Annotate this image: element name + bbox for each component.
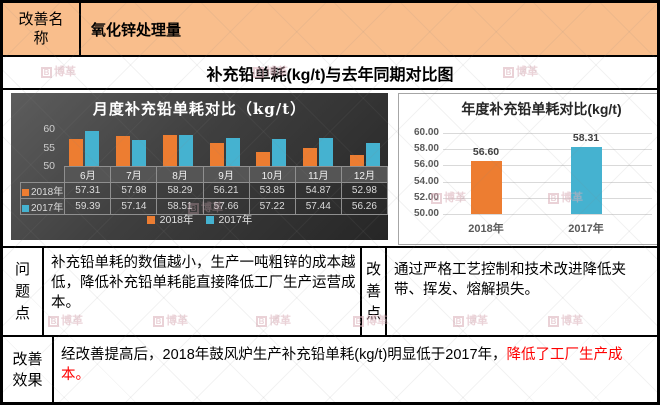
- table-value-cell: 58.51: [156, 198, 204, 215]
- table-month-header: 7月: [110, 166, 158, 183]
- gridline: [443, 133, 652, 134]
- effect-label-cell: 改善效果: [3, 337, 54, 402]
- monthly-chart-legend: 2018年 2017年: [11, 212, 388, 227]
- improvement-label-cell: 改善点: [362, 248, 387, 335]
- effect-row: 改善效果 经改善提高后，2018年鼓风炉生产补充铅单耗(kg/t)明显低于201…: [3, 337, 657, 402]
- table-value-cell: 58.29: [156, 182, 204, 199]
- y-axis-tick: 50.00: [413, 208, 439, 219]
- gridline: [443, 214, 652, 215]
- bar-value-label: 56.60: [472, 145, 500, 158]
- y-axis-tick: 52.00: [413, 191, 439, 203]
- table-header-row: 6月 7月 8月 9月 10月 11月 12月: [21, 166, 388, 183]
- bar-2017年: [178, 134, 193, 166]
- x-axis-category-label: 2018年: [468, 223, 504, 235]
- header-name-label: 改善名称: [18, 11, 64, 47]
- effect-text-black: 经改善提高后，2018年鼓风炉生产补充铅单耗(kg/t)明显低于2017年，: [61, 347, 507, 363]
- gridline: [443, 197, 652, 199]
- table-series-label: 2017年: [19, 198, 66, 215]
- table-value-cell: 56.21: [202, 182, 250, 199]
- y-axis-tick: 55: [43, 141, 55, 154]
- monthly-chart-title: 月度补充铅单耗对比（kg/t）: [92, 100, 307, 118]
- bar-2017年: [272, 139, 287, 166]
- table-month-header: 11月: [294, 166, 342, 183]
- monthly-chart-data-table: 6月 7月 8月 9月 10月 11月 12月 2018年 57.31 57.98 58.29 56.…: [19, 166, 388, 215]
- table-month-header: 8月: [156, 166, 204, 183]
- legend-item: 2018年: [146, 212, 194, 227]
- y-axis-tick: 56.00: [413, 159, 439, 171]
- header-name-label-cell: 改善名称: [3, 3, 81, 55]
- table-value-cell: 57.44: [294, 198, 342, 215]
- effect-label: 改善效果: [12, 350, 43, 389]
- table-series-label: 2018年: [19, 182, 66, 199]
- bar-2017年: [365, 142, 380, 166]
- legend-label: 2018年: [159, 214, 194, 226]
- table-month-header: 6月: [64, 166, 112, 183]
- table-value-cell: 57.66: [202, 198, 250, 215]
- annual-chart-title: 年度补充铅单耗对比(kg/t): [461, 101, 622, 117]
- table-month-header: 9月: [202, 166, 250, 183]
- y-axis-tick: 50: [43, 160, 55, 172]
- gridline: [443, 181, 652, 183]
- y-axis-tick: 60: [43, 123, 55, 135]
- table-value-cell: 53.85: [248, 182, 296, 199]
- improvement-text: 通过严格工艺控制和技术改进降低夹带、挥发、熔解损失。: [394, 262, 626, 298]
- section-title-row: 补充铅单耗(kg/t)与去年同期对比图: [3, 57, 657, 90]
- effect-text-red: 降低了工厂生产成本。: [61, 347, 623, 383]
- bar-value-label: 58.31: [572, 131, 600, 144]
- bar-2017年: [85, 131, 100, 166]
- improvement-label: 改善点: [365, 260, 381, 322]
- improvement-name: 氧化锌处理量: [91, 21, 182, 39]
- legend-swatch-icon: [146, 215, 155, 224]
- bar-2017年: [225, 137, 240, 166]
- header-title-cell: 氧化锌处理量: [81, 3, 657, 55]
- y-axis-tick: 54.00: [413, 175, 439, 187]
- effect-text: 经改善提高后，2018年鼓风炉生产补充铅单耗(kg/t)明显低于2017年，降低…: [54, 337, 657, 402]
- table-value-cell: 54.87: [294, 182, 342, 199]
- legend-swatch-icon: [205, 215, 214, 224]
- bar-2018年: [256, 151, 271, 166]
- y-axis-tick: 58.00: [413, 143, 439, 155]
- gridline: [443, 165, 652, 167]
- problem-label-cell: 问题点: [3, 248, 44, 335]
- bar-2017年: [318, 138, 333, 166]
- bar-2017年: [132, 139, 147, 166]
- bar-2018年: [162, 135, 177, 166]
- bar-2018年: [470, 160, 502, 214]
- bar-2018年: [69, 138, 84, 166]
- monthly-comparison-chart: 月度补充铅单耗对比（kg/t） 6月 7月 8月 9月 10月 11月 12月 2018年 57…: [11, 93, 388, 240]
- problem-label: 问题点: [14, 260, 30, 322]
- legend-swatch-icon: [22, 188, 29, 196]
- table-series-row: 2017年 59.39 57.14 58.51 57.66 57.22 57.44 56.26: [19, 198, 388, 215]
- table-month-header: 10月: [248, 166, 296, 183]
- problem-text: 补充铅单耗的数值越小，生产一吨粗锌的成本越低，降低补充铅单耗能直接降低工厂生产运…: [44, 248, 362, 335]
- annual-comparison-chart: 年度补充铅单耗对比(kg/t) 50.00 52.00 54.00 56.00 58.0…: [398, 93, 657, 245]
- points-row: 问题点 补充铅单耗的数值越小，生产一吨粗锌的成本越低，降低补充铅单耗能直接降低工…: [3, 248, 657, 337]
- bar-2017年: [570, 146, 602, 214]
- legend-label: 2017年: [218, 214, 253, 226]
- bar-2018年: [209, 143, 224, 166]
- charts-row: 月度补充铅单耗对比（kg/t） 6月 7月 8月 9月 10月 11月 12月 2018年 57…: [3, 90, 657, 248]
- x-axis-category-label: 2017年: [568, 223, 604, 235]
- section-title: 补充铅单耗(kg/t)与去年同期对比图: [206, 66, 454, 84]
- bar-2018年: [116, 136, 131, 166]
- legend-swatch-icon: [22, 204, 29, 212]
- header-row: 改善名称 氧化锌处理量: [3, 3, 657, 57]
- table-series-row: 2018年 57.31 57.98 58.29 56.21 53.85 54.87 52.98: [19, 182, 388, 199]
- table-value-cell: 56.26: [340, 198, 388, 215]
- table-value-cell: 57.14: [110, 198, 158, 215]
- bar-2018年: [349, 154, 364, 166]
- monthly-chart-plot-area: [61, 129, 388, 166]
- table-value-cell: 52.98: [340, 182, 388, 199]
- table-value-cell: 57.31: [64, 182, 112, 199]
- table-value-cell: 57.98: [110, 182, 158, 199]
- table-month-header: 12月: [340, 166, 388, 183]
- bar-2018年: [302, 147, 317, 166]
- y-axis-tick: 60.00: [413, 127, 439, 138]
- gridline: [443, 149, 652, 151]
- legend-item: 2017年: [205, 212, 253, 227]
